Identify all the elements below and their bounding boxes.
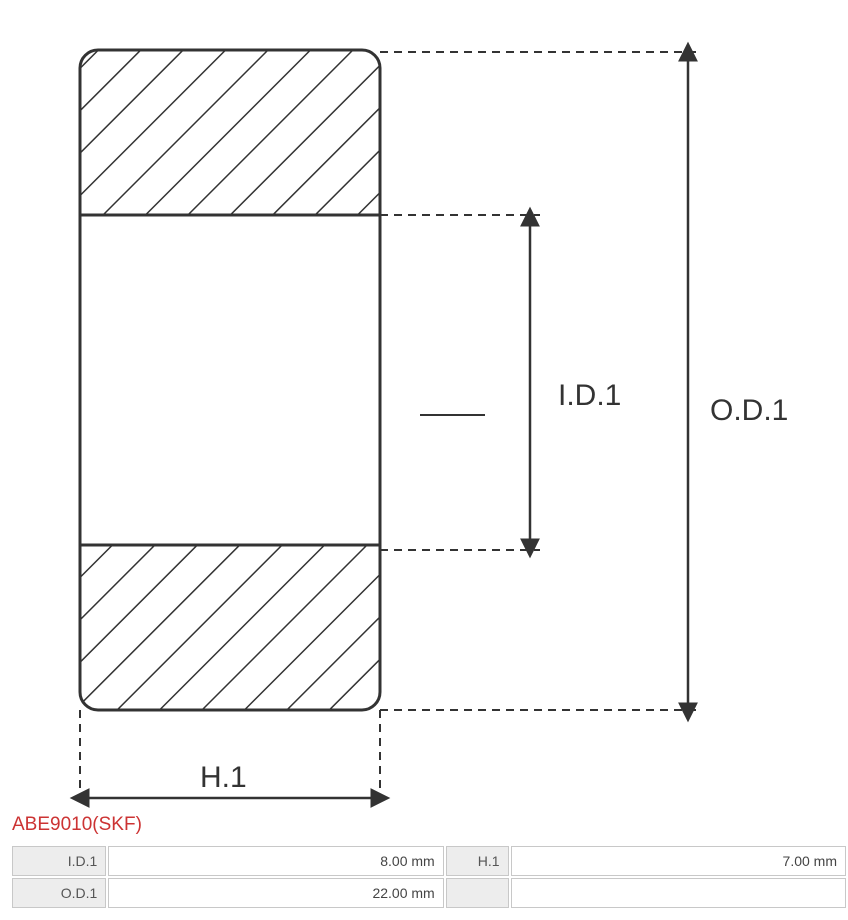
- part-title: ABE9010(SKF): [10, 814, 838, 836]
- dim-label: [446, 878, 509, 908]
- dim-value: 8.00 mm: [108, 846, 443, 876]
- hatch-band-top: [80, 50, 380, 215]
- h1-label: H.1: [200, 761, 247, 794]
- dim-value: [511, 878, 846, 908]
- dim-label: O.D.1: [12, 878, 106, 908]
- table-row: O.D.122.00 mm: [12, 878, 846, 908]
- hatch-band-bottom: [80, 545, 380, 710]
- dim-label: H.1: [446, 846, 509, 876]
- od1-label: O.D.1: [710, 394, 788, 427]
- bearing-cross-section-diagram: I.D.1 O.D.1 H.1: [10, 10, 838, 810]
- dimensions-table: I.D.18.00 mmH.17.00 mmO.D.122.00 mm: [10, 844, 848, 910]
- dim-value: 22.00 mm: [108, 878, 443, 908]
- id1-label: I.D.1: [558, 379, 621, 412]
- dim-label: I.D.1: [12, 846, 106, 876]
- dim-value: 7.00 mm: [511, 846, 846, 876]
- table-row: I.D.18.00 mmH.17.00 mm: [12, 846, 846, 876]
